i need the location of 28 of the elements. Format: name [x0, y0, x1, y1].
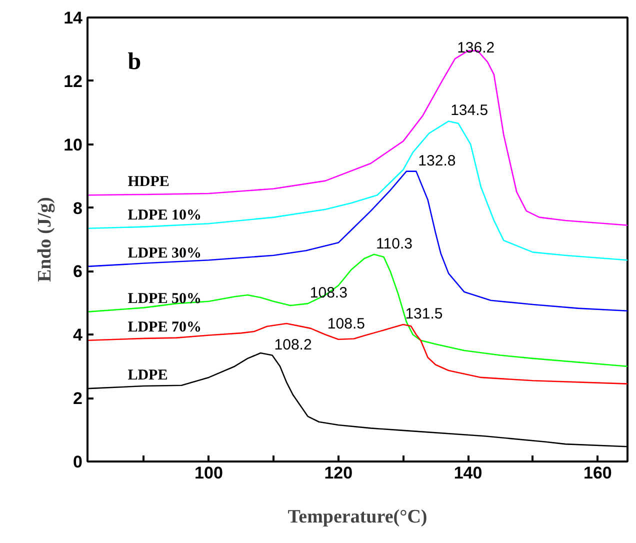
annotation: 108.5: [327, 316, 365, 333]
x-tick-label: 100: [194, 464, 223, 482]
annotation: 134.5: [450, 102, 488, 120]
y-tick-label: 0: [73, 452, 83, 472]
y-tick-label: 2: [73, 389, 83, 408]
annotation: 132.8: [418, 152, 456, 170]
y-tick-label: 10: [64, 135, 83, 154]
y-tick-label: 14: [64, 8, 84, 28]
y-tick-label: 8: [73, 198, 83, 218]
series-label: LDPE: [128, 368, 168, 384]
y-axis-title: Endo (J/g): [34, 196, 56, 282]
annotation: 108.2: [274, 336, 312, 354]
x-axis-title: Temperature(°C): [288, 506, 428, 528]
annotation: 131.5: [405, 305, 443, 322]
annotation: 110.3: [376, 235, 412, 252]
x-tick-label: 120: [324, 464, 353, 482]
y-tick-label: 12: [64, 72, 83, 91]
y-tick-label: 4: [73, 326, 84, 345]
x-tick-label: 140: [454, 464, 482, 482]
series-label: HDPE: [128, 174, 170, 190]
line-series: [88, 120, 628, 261]
series-label: LDPE 10%: [128, 207, 202, 224]
series-label: LDPE 70%: [128, 319, 202, 336]
y-tick-label: 6: [73, 262, 83, 282]
annotation: b: [128, 48, 142, 75]
annotation: 136.2: [457, 40, 495, 57]
x-tick-label: 160: [584, 464, 612, 482]
series-label: LDPE 30%: [128, 245, 202, 262]
